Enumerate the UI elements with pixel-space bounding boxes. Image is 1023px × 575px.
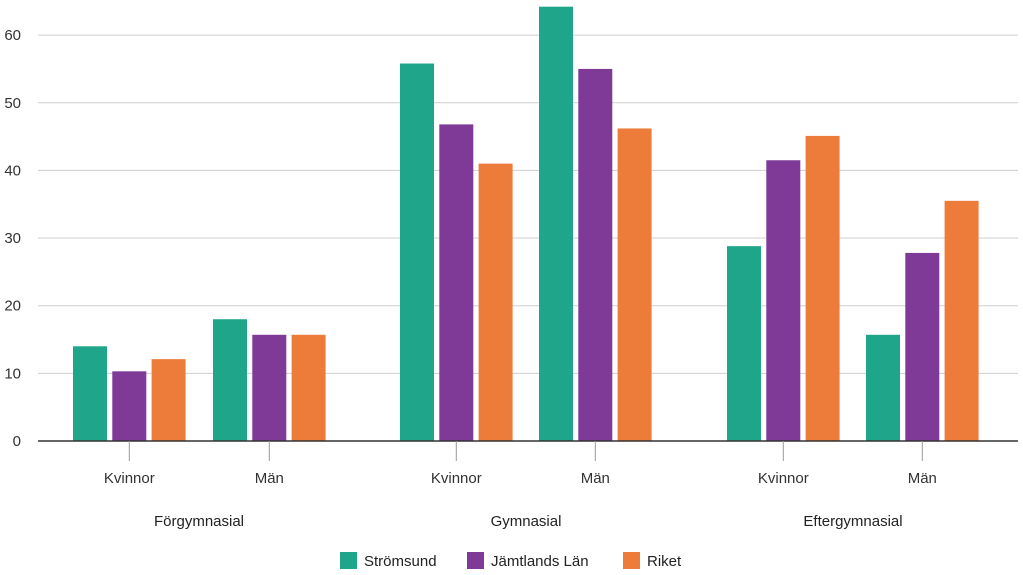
bar-strömsund-0 <box>73 346 107 441</box>
bar-jämtlands-län-1 <box>252 334 287 441</box>
x-axis <box>38 440 1018 461</box>
x-category-label: Män <box>908 470 937 487</box>
bar-riket-2 <box>478 163 513 441</box>
y-tick-label: 60 <box>4 27 21 44</box>
bar-jämtlands-län-2 <box>439 124 474 441</box>
bar-jämtlands-län-4 <box>766 160 801 441</box>
bar-riket-5 <box>944 200 979 441</box>
y-axis-ticks: 0 10 20 30 40 50 60 <box>4 27 21 450</box>
y-tick-label: 40 <box>4 162 21 179</box>
legend-label: Riket <box>647 553 682 570</box>
bar-jämtlands-län-3 <box>578 68 613 442</box>
legend-item: Riket <box>623 552 682 570</box>
x-axis-labels: Kvinnor Män Förgymnasial Kvinnor Män Gymnasia… <box>104 470 937 530</box>
bar-riket-0 <box>151 359 186 441</box>
bar-strömsund-3 <box>539 6 573 441</box>
y-tick-label: 20 <box>4 298 21 315</box>
x-category-label: Kvinnor <box>758 470 809 487</box>
y-tick-label: 50 <box>4 95 21 112</box>
bar-strömsund-4 <box>727 246 761 441</box>
x-group-label: Gymnasial <box>491 513 562 530</box>
bar-riket-3 <box>617 128 652 441</box>
legend-swatch <box>340 552 357 569</box>
legend-swatch <box>623 552 640 569</box>
y-tick-label: 0 <box>13 433 21 450</box>
bar-jämtlands-län-0 <box>112 371 147 441</box>
gridlines <box>38 34 1018 374</box>
x-category-label: Kvinnor <box>431 470 482 487</box>
legend-label: Strömsund <box>364 553 437 570</box>
bars <box>73 6 979 442</box>
legend-item: Jämtlands Län <box>467 552 589 570</box>
legend: Strömsund Jämtlands Län Riket <box>340 552 682 570</box>
x-category-label: Män <box>581 470 610 487</box>
y-tick-label: 10 <box>4 365 21 382</box>
bar-strömsund-1 <box>213 319 247 441</box>
legend-swatch <box>467 552 484 569</box>
bar-riket-4 <box>805 135 840 441</box>
x-group-label: Eftergymnasial <box>803 513 902 530</box>
legend-item: Strömsund <box>340 552 437 570</box>
x-category-label: Kvinnor <box>104 470 155 487</box>
bar-jämtlands-län-5 <box>905 252 940 441</box>
bar-strömsund-2 <box>400 63 434 441</box>
legend-label: Jämtlands Län <box>491 553 589 570</box>
y-tick-label: 30 <box>4 230 21 247</box>
x-group-label: Förgymnasial <box>154 513 244 530</box>
bar-riket-1 <box>291 334 326 441</box>
bar-strömsund-5 <box>866 334 900 441</box>
x-category-label: Män <box>255 470 284 487</box>
